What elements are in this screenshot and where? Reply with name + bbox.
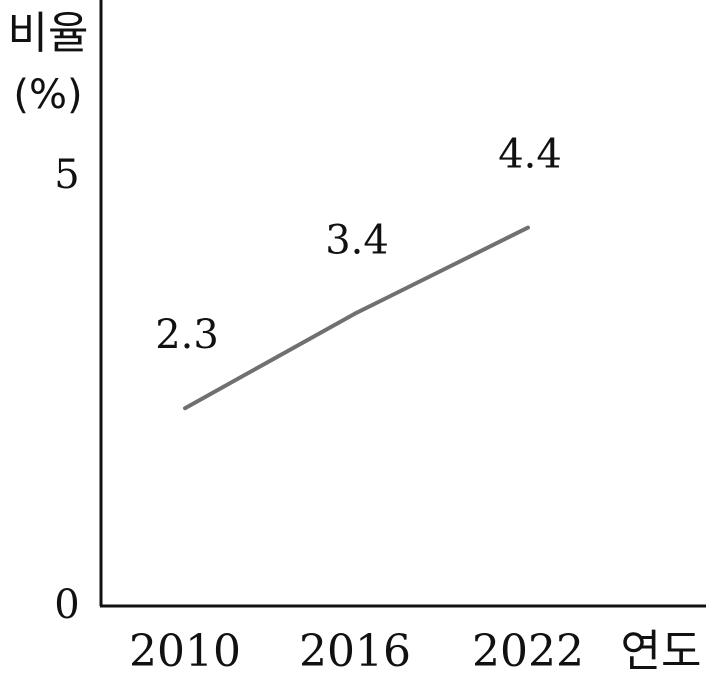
data-label-2016: 3.4: [325, 218, 389, 264]
y-axis-label-line2: (%): [13, 72, 82, 118]
x-tick-label-2022: 2022: [472, 626, 584, 674]
x-axis-label: 연도: [621, 626, 702, 674]
x-tick-label-2010: 2010: [129, 626, 241, 674]
y-tick-label-0: 0: [54, 582, 79, 628]
chart-axes: [99, 0, 706, 608]
y-tick-label-5: 5: [54, 152, 79, 198]
series-line: [183, 225, 530, 411]
data-label-2010: 2.3: [155, 312, 219, 358]
x-tick-label-2016: 2016: [299, 626, 411, 674]
y-axis-label-line1: 비율: [8, 8, 89, 59]
series-layer: 2.3 3.4 4.4: [155, 132, 562, 411]
data-label-2022: 4.4: [498, 132, 562, 178]
